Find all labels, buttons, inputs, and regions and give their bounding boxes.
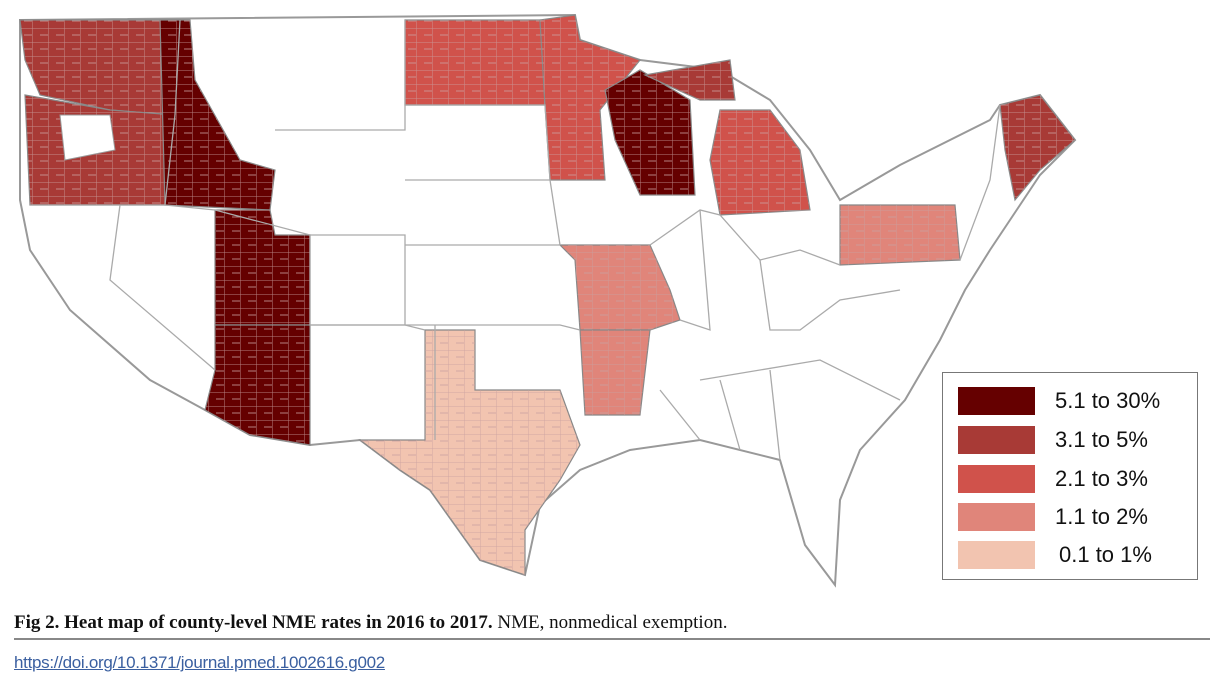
state-border	[959, 104, 1001, 261]
caption-text: NME, nonmedical exemption.	[492, 612, 728, 633]
county-borders	[20, 20, 180, 115]
doi-link[interactable]: https://doi.org/10.1371/journal.pmed.100…	[14, 653, 385, 672]
state-border	[649, 209, 841, 266]
legend-label: 5.1 to 30%	[1055, 388, 1161, 413]
legend-label: 3.1 to 5%	[1055, 427, 1148, 452]
state-border	[405, 104, 561, 246]
county-borders	[405, 20, 545, 105]
county-borders	[215, 210, 310, 325]
legend-label: 1.1 to 2%	[1055, 504, 1148, 529]
map-legend: 5.1 to 30% 3.1 to 5% 2.1 to 3% 1.1 to 2%…	[942, 372, 1198, 580]
state-border	[659, 389, 701, 441]
legend-swatch	[958, 426, 1035, 454]
county-borders	[1000, 95, 1075, 200]
county-borders	[840, 205, 960, 265]
state-border	[109, 204, 216, 371]
county-borders	[205, 325, 310, 445]
county-borders	[605, 70, 695, 195]
county-borders	[645, 60, 735, 100]
legend-item: 1.1 to 2%	[958, 502, 1148, 532]
legend-item: 5.1 to 30%	[958, 386, 1160, 416]
county-borders	[160, 20, 275, 210]
state-border	[164, 114, 176, 206]
state-border	[759, 259, 901, 331]
legend-item: 2.1 to 3%	[958, 464, 1148, 494]
state-border	[310, 324, 581, 331]
legend-label: 2.1 to 3%	[1055, 466, 1148, 491]
legend-item: 3.1 to 5%	[958, 425, 1148, 455]
caption-title: Fig 2. Heat map of county-level NME rate…	[14, 612, 493, 633]
legend-item: 0.1 to 1%	[958, 540, 1152, 570]
county-borders	[560, 245, 680, 330]
state-border	[679, 209, 711, 331]
legend-swatch	[958, 465, 1035, 493]
state-border	[174, 19, 181, 116]
no-data-area	[59, 114, 116, 161]
legend-swatch	[958, 387, 1035, 415]
legend-swatch	[958, 541, 1035, 569]
divider	[14, 638, 1210, 640]
county-borders	[360, 330, 580, 575]
state-border	[719, 379, 741, 451]
state-border	[310, 234, 406, 325]
county-borders	[580, 330, 650, 415]
county-borders	[710, 110, 810, 215]
state-border	[275, 20, 406, 131]
legend-swatch	[958, 503, 1035, 531]
state-border	[699, 359, 901, 401]
figure-caption: Fig 2. Heat map of county-level NME rate…	[14, 612, 727, 634]
county-borders	[540, 15, 640, 180]
us-county-heat-map	[19, 13, 1077, 588]
legend-label: 0.1 to 1%	[1059, 542, 1152, 567]
state-border	[769, 369, 781, 461]
